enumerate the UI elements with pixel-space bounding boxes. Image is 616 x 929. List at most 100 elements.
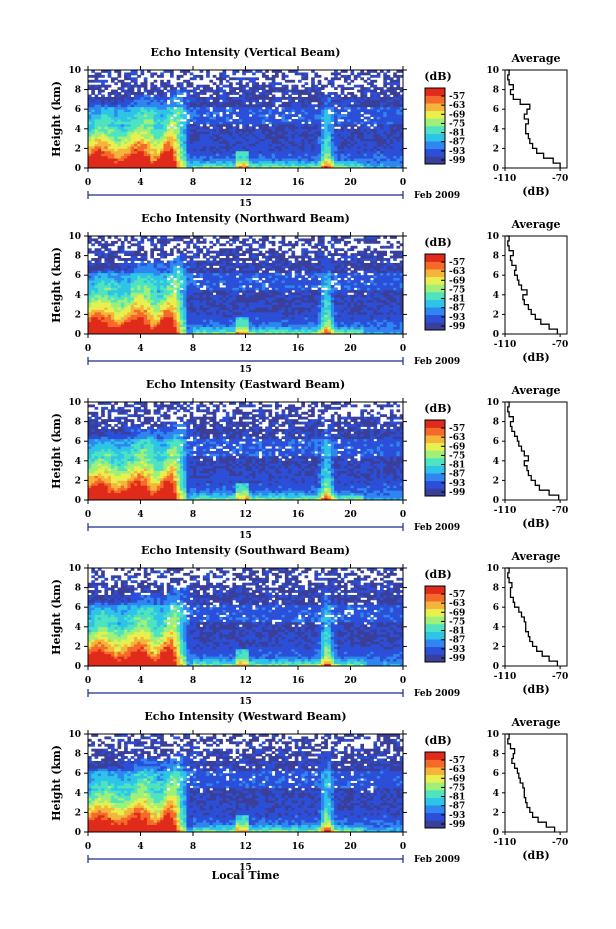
heatmap-cell: [101, 265, 105, 269]
heatmap-cell: [173, 316, 177, 320]
heatmap-cell: [261, 131, 266, 135]
heatmap-cell: [156, 319, 161, 323]
heatmap-cell: [107, 94, 112, 98]
heatmap-cell: [353, 96, 358, 100]
heatmap-cell: [219, 155, 223, 159]
heatmap-cell: [150, 292, 155, 296]
heatmap-cell: [265, 165, 269, 169]
heatmap-cell: [133, 267, 138, 271]
heatmap-cell: [206, 87, 210, 90]
heatmap-cell: [199, 311, 204, 315]
heatmap-cell: [140, 289, 145, 293]
heatmap-cell: [153, 316, 158, 320]
heatmap-cell: [117, 304, 122, 308]
heatmap-cell: [380, 143, 384, 147]
heatmap-cell: [225, 126, 230, 130]
heatmap-cell: [160, 106, 164, 110]
heatmap-cell: [255, 163, 260, 166]
heatmap-cell: [202, 116, 207, 120]
heatmap-cell: [353, 123, 358, 127]
heatmap-cell: [265, 94, 269, 98]
heatmap-cell: [229, 165, 233, 169]
heatmap-cell: [284, 158, 289, 162]
heatmap-cell: [212, 119, 217, 122]
heatmap-cell: [94, 304, 99, 308]
heatmap-cell: [389, 126, 394, 130]
heatmap-cell: [301, 136, 305, 139]
heatmap-cell: [186, 282, 191, 286]
heatmap-cell: [383, 74, 387, 78]
heatmap-cell: [281, 136, 286, 139]
heatmap-cell: [107, 128, 112, 132]
heatmap-cell: [357, 72, 361, 76]
heatmap-cell: [196, 138, 200, 142]
heatmap-cell: [94, 145, 99, 149]
heatmap-cell: [301, 163, 305, 166]
heatmap-cell: [88, 138, 92, 142]
heatmap-cell: [225, 155, 230, 159]
heatmap-cell: [170, 143, 174, 147]
heatmap-cell: [317, 101, 322, 105]
heatmap-cell: [376, 72, 381, 76]
heatmap-cell: [219, 141, 223, 144]
heatmap-cell: [179, 165, 184, 169]
heatmap-cell: [176, 136, 181, 139]
heatmap-cell: [193, 280, 197, 283]
heatmap-cell: [242, 148, 246, 152]
heatmap-cell: [117, 104, 122, 108]
heatmap-cell: [127, 165, 132, 169]
heatmap-cell: [202, 262, 207, 266]
heatmap-cell: [222, 329, 227, 332]
heatmap-cell: [245, 104, 250, 108]
heatmap-cell: [193, 299, 197, 303]
heatmap-cell: [314, 87, 319, 90]
heatmap-cell: [301, 119, 305, 122]
heatmap-cell: [107, 272, 112, 276]
heatmap-cell: [137, 309, 141, 313]
heatmap-cell: [120, 250, 125, 254]
heatmap-cell: [170, 89, 174, 93]
heatmap-cell: [156, 307, 161, 310]
heatmap-cell: [186, 255, 191, 259]
heatmap-cell: [114, 287, 118, 291]
heatmap-cell: [347, 165, 351, 169]
heatmap-cell: [166, 309, 171, 313]
heatmap-cell: [343, 123, 348, 127]
heatmap-cell: [196, 119, 200, 122]
heatmap-cell: [304, 121, 309, 125]
heatmap-cell: [389, 116, 394, 120]
heatmap-cell: [307, 145, 312, 149]
heatmap-cell: [166, 324, 171, 328]
heatmap-cell: [120, 324, 125, 328]
heatmap-cell: [156, 324, 161, 328]
heatmap-cell: [229, 106, 233, 110]
heatmap-cell: [193, 158, 197, 162]
heatmap-cell: [271, 99, 276, 103]
colorbar-swatch: [425, 126, 445, 134]
heatmap-cell: [186, 309, 191, 313]
heatmap-cell: [212, 275, 217, 279]
heatmap-cell: [238, 316, 243, 320]
heatmap-cell: [298, 153, 302, 157]
heatmap-cell: [110, 119, 115, 122]
heatmap-cell: [212, 311, 217, 315]
heatmap-cell: [206, 153, 210, 157]
heatmap-cell: [219, 119, 223, 122]
heatmap-cell: [222, 128, 227, 132]
heatmap-cell: [101, 289, 105, 293]
heatmap-cell: [209, 277, 214, 281]
heatmap-cell: [222, 258, 227, 261]
heatmap-cell: [209, 319, 214, 323]
heatmap-cell: [245, 133, 250, 137]
heatmap-cell: [245, 128, 250, 132]
heatmap-cell: [133, 153, 138, 157]
heatmap-cell: [202, 109, 207, 113]
heatmap-cell: [301, 133, 305, 137]
heatmap-cell: [153, 294, 158, 298]
heatmap-cell: [334, 131, 338, 135]
heatmap-cell: [130, 255, 135, 259]
heatmap-cell: [212, 99, 217, 103]
heatmap-cell: [370, 148, 374, 152]
heatmap-cell: [137, 92, 141, 95]
heatmap-cell: [225, 282, 230, 286]
